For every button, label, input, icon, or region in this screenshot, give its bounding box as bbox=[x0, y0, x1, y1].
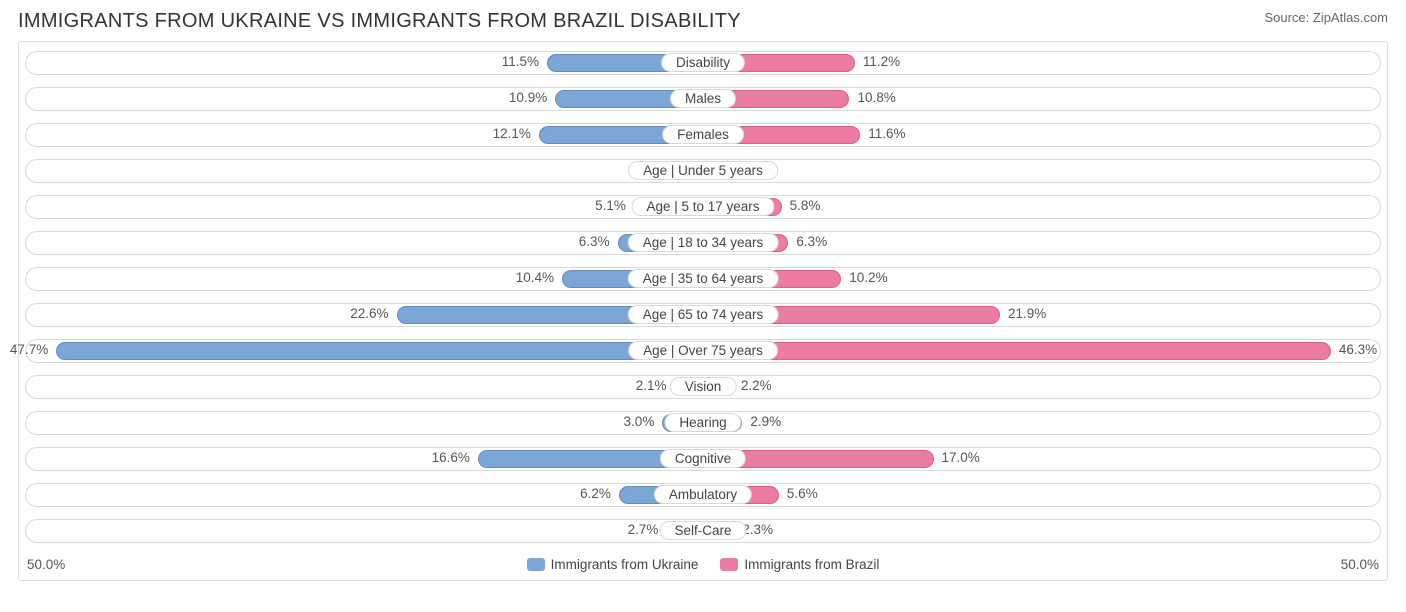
value-label-left: 12.1% bbox=[493, 126, 531, 141]
chart-row: 5.1% 5.8% Age | 5 to 17 years bbox=[25, 192, 1381, 222]
category-label: Disability bbox=[661, 53, 745, 72]
chart-header: IMMIGRANTS FROM UKRAINE VS IMMIGRANTS FR… bbox=[18, 10, 1388, 33]
chart-row: 2.7% 2.3%Self-Care bbox=[25, 516, 1381, 546]
value-label-left: 2.1% bbox=[636, 378, 667, 393]
category-label: Ambulatory bbox=[654, 485, 752, 504]
value-label-left: 3.0% bbox=[624, 414, 655, 429]
value-label-left: 16.6% bbox=[432, 450, 470, 465]
value-label-right: 5.8% bbox=[790, 198, 821, 213]
value-label-left: 5.1% bbox=[595, 198, 626, 213]
legend-label-right: Immigrants from Brazil bbox=[744, 557, 879, 572]
chart-row: 6.3% 6.3% Age | 18 to 34 years bbox=[25, 228, 1381, 258]
legend-swatch-left bbox=[527, 558, 545, 571]
legend-swatch-right bbox=[720, 558, 738, 571]
value-label-right: 21.9% bbox=[1008, 306, 1046, 321]
value-label-right: 11.6% bbox=[868, 126, 905, 141]
category-label: Age | Under 5 years bbox=[628, 161, 778, 180]
value-label-left: 2.7% bbox=[628, 522, 659, 537]
category-label: Age | Over 75 years bbox=[628, 341, 778, 360]
value-label-left: 10.4% bbox=[516, 270, 554, 285]
chart-row: 22.6% 21.9% Age | 65 to 74 years bbox=[25, 300, 1381, 330]
bar-left bbox=[56, 342, 703, 360]
chart-row: 10.4% 10.2% Age | 35 to 64 years bbox=[25, 264, 1381, 294]
category-label: Vision bbox=[670, 377, 737, 396]
chart-title: IMMIGRANTS FROM UKRAINE VS IMMIGRANTS FR… bbox=[18, 10, 741, 33]
axis-left-max: 50.0% bbox=[27, 557, 65, 572]
category-label: Males bbox=[670, 89, 736, 108]
legend-label-left: Immigrants from Ukraine bbox=[551, 557, 699, 572]
category-label: Age | 5 to 17 years bbox=[631, 197, 774, 216]
axis-right-max: 50.0% bbox=[1341, 557, 1379, 572]
category-label: Age | 65 to 74 years bbox=[628, 305, 779, 324]
value-label-right: 10.2% bbox=[849, 270, 887, 285]
category-label: Hearing bbox=[664, 413, 741, 432]
chart-row: 12.1% 11.6% Females bbox=[25, 120, 1381, 150]
bar-right bbox=[703, 342, 1331, 360]
category-label: Self-Care bbox=[659, 521, 746, 540]
value-label-right: 2.9% bbox=[750, 414, 781, 429]
value-label-right: 6.3% bbox=[796, 234, 827, 249]
value-label-left: 11.5% bbox=[502, 54, 539, 69]
category-label: Females bbox=[662, 125, 744, 144]
chart-footer: 50.0% Immigrants from Ukraine Immigrants… bbox=[19, 552, 1387, 580]
chart-row: 16.6% 17.0% Cognitive bbox=[25, 444, 1381, 474]
category-label: Cognitive bbox=[660, 449, 746, 468]
value-label-right: 11.2% bbox=[863, 54, 900, 69]
diverging-bar-chart: 11.5% 11.2% Disability 10.9% 10.8% Males 12.1%… bbox=[18, 41, 1388, 581]
value-label-left: 47.7% bbox=[10, 342, 48, 357]
legend-item-left: Immigrants from Ukraine bbox=[527, 557, 699, 572]
value-label-right: 2.3% bbox=[742, 522, 773, 537]
value-label-right: 10.8% bbox=[857, 90, 895, 105]
value-label-right: 2.2% bbox=[741, 378, 772, 393]
chart-row: 3.0% 2.9% Hearing bbox=[25, 408, 1381, 438]
chart-row: 6.2% 5.6% Ambulatory bbox=[25, 480, 1381, 510]
chart-row: 11.5% 11.2% Disability bbox=[25, 48, 1381, 78]
legend-item-right: Immigrants from Brazil bbox=[720, 557, 879, 572]
chart-source: Source: ZipAtlas.com bbox=[1264, 10, 1388, 25]
value-label-left: 22.6% bbox=[350, 306, 388, 321]
value-label-right: 17.0% bbox=[942, 450, 980, 465]
chart-row: 2.1% 2.2% Vision bbox=[25, 372, 1381, 402]
chart-row: 47.7%46.3%Age | Over 75 years bbox=[25, 336, 1381, 366]
chart-row: 1.0%1.4%Age | Under 5 years bbox=[25, 156, 1381, 186]
value-label-left: 10.9% bbox=[509, 90, 547, 105]
value-label-left: 6.2% bbox=[580, 486, 611, 501]
value-label-right: 46.3% bbox=[1339, 342, 1377, 357]
value-label-left: 6.3% bbox=[579, 234, 610, 249]
category-label: Age | 18 to 34 years bbox=[628, 233, 779, 252]
category-label: Age | 35 to 64 years bbox=[628, 269, 779, 288]
chart-row: 10.9% 10.8% Males bbox=[25, 84, 1381, 114]
value-label-right: 5.6% bbox=[787, 486, 818, 501]
legend: Immigrants from Ukraine Immigrants from … bbox=[65, 557, 1340, 572]
